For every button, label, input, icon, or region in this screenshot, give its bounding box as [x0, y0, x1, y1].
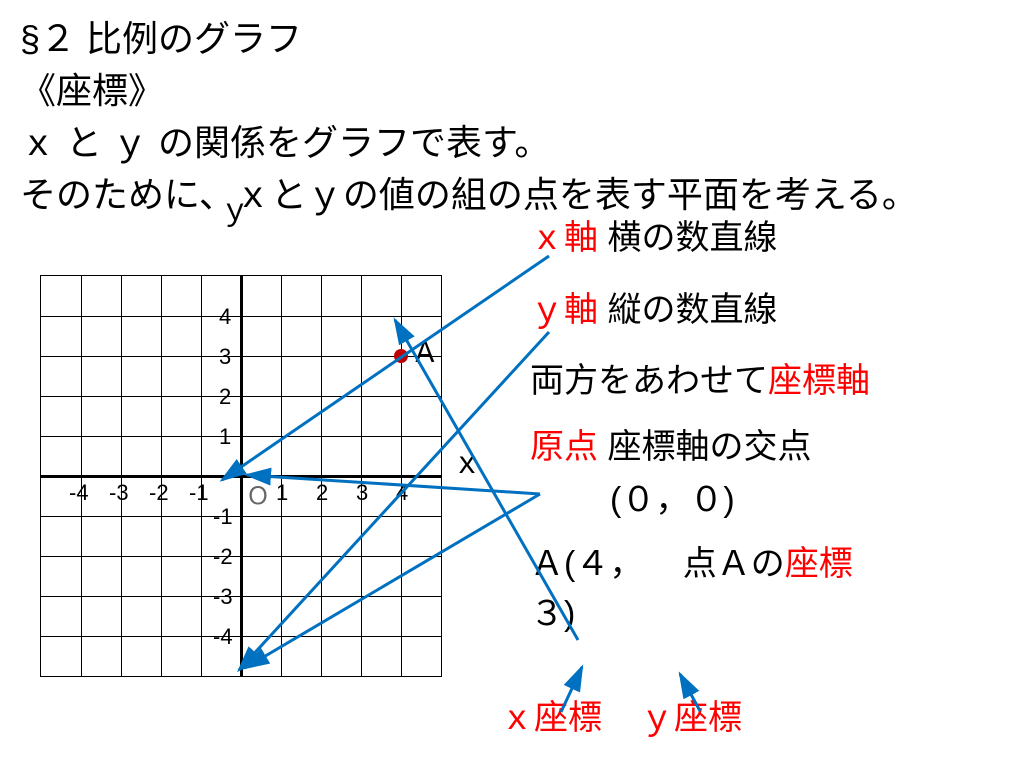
coordinate-graph: ｙ ｘ Ａ -4 -3 -2 -1 1 2 3 4 1 2 3	[20, 235, 460, 695]
axes-together: 両方をあわせて座標軸	[530, 358, 870, 406]
definitions-panel: ｘ軸 横の数直線 ｙ軸 縦の数直線 両方をあわせて座標軸 原点 座標軸の交点 (…	[530, 215, 870, 654]
point-a-suffix-line: ３)	[530, 591, 870, 639]
ytick: -3	[213, 584, 233, 610]
ytick: 1	[219, 424, 231, 450]
origin-coord: (０，０)	[530, 477, 870, 525]
x-coordinate-label: ｘ座標	[500, 690, 602, 739]
page-title: §２ 比例のグラフ	[20, 10, 1004, 62]
ytick: -4	[213, 624, 233, 650]
point-a-suffix: ３)	[530, 595, 575, 633]
xaxis-term: ｘ軸	[530, 219, 598, 257]
yaxis-desc: 縦の数直線	[607, 291, 777, 329]
together-term: 座標軸	[768, 362, 870, 400]
origin-definition: 原点 座標軸の交点	[530, 424, 870, 472]
xaxis-definition: ｘ軸 横の数直線	[530, 215, 870, 263]
xtick: 3	[356, 480, 368, 506]
section-subtitle: 《座標》	[20, 62, 1004, 114]
xtick: 2	[316, 480, 328, 506]
yaxis-definition: ｙ軸 縦の数直線	[530, 287, 870, 335]
ytick: 4	[219, 304, 231, 330]
yaxis-term: ｙ軸	[530, 291, 598, 329]
point-a-label: Ａ	[411, 331, 439, 371]
xtick: -3	[109, 480, 129, 506]
xtick: -4	[69, 480, 89, 506]
ytick: 2	[219, 384, 231, 410]
grid: Ａ -4 -3 -2 -1 1 2 3 4 1 2 3 4 -1 -2 -3 -…	[40, 275, 442, 677]
xtick: 1	[276, 480, 288, 506]
point-a-marker	[394, 349, 408, 363]
ytick: 3	[219, 344, 231, 370]
xtick: -2	[149, 480, 169, 506]
origin-desc: 座標軸の交点	[607, 428, 811, 466]
y-axis-label: ｙ	[220, 185, 250, 229]
xtick: -1	[189, 480, 209, 506]
xaxis-desc: 横の数直線	[607, 219, 777, 257]
origin-term: 原点	[530, 428, 598, 466]
xtick: 4	[396, 480, 408, 506]
point-a-desc-prefix: 点Ａの	[683, 545, 785, 583]
together-prefix: 両方をあわせて	[530, 362, 768, 400]
intro-line-1: ｘ と ｙ の関係をグラフで表す。	[20, 114, 1004, 166]
ytick: -2	[213, 544, 233, 570]
intro-line-2: そのために、ｘとｙの値の組の点を表す平面を考える。	[20, 166, 1004, 218]
origin-flag-icon: Ｏ	[246, 476, 270, 511]
y-coordinate-label: ｙ座標	[640, 690, 742, 739]
point-a-desc-term: 座標	[785, 545, 853, 583]
x-axis-label: ｘ	[452, 438, 482, 482]
point-a-coord-line: Ａ(４， 点Ａの座標	[530, 541, 870, 589]
point-a-prefix: Ａ(４，	[530, 545, 643, 583]
ytick: -1	[213, 504, 233, 530]
